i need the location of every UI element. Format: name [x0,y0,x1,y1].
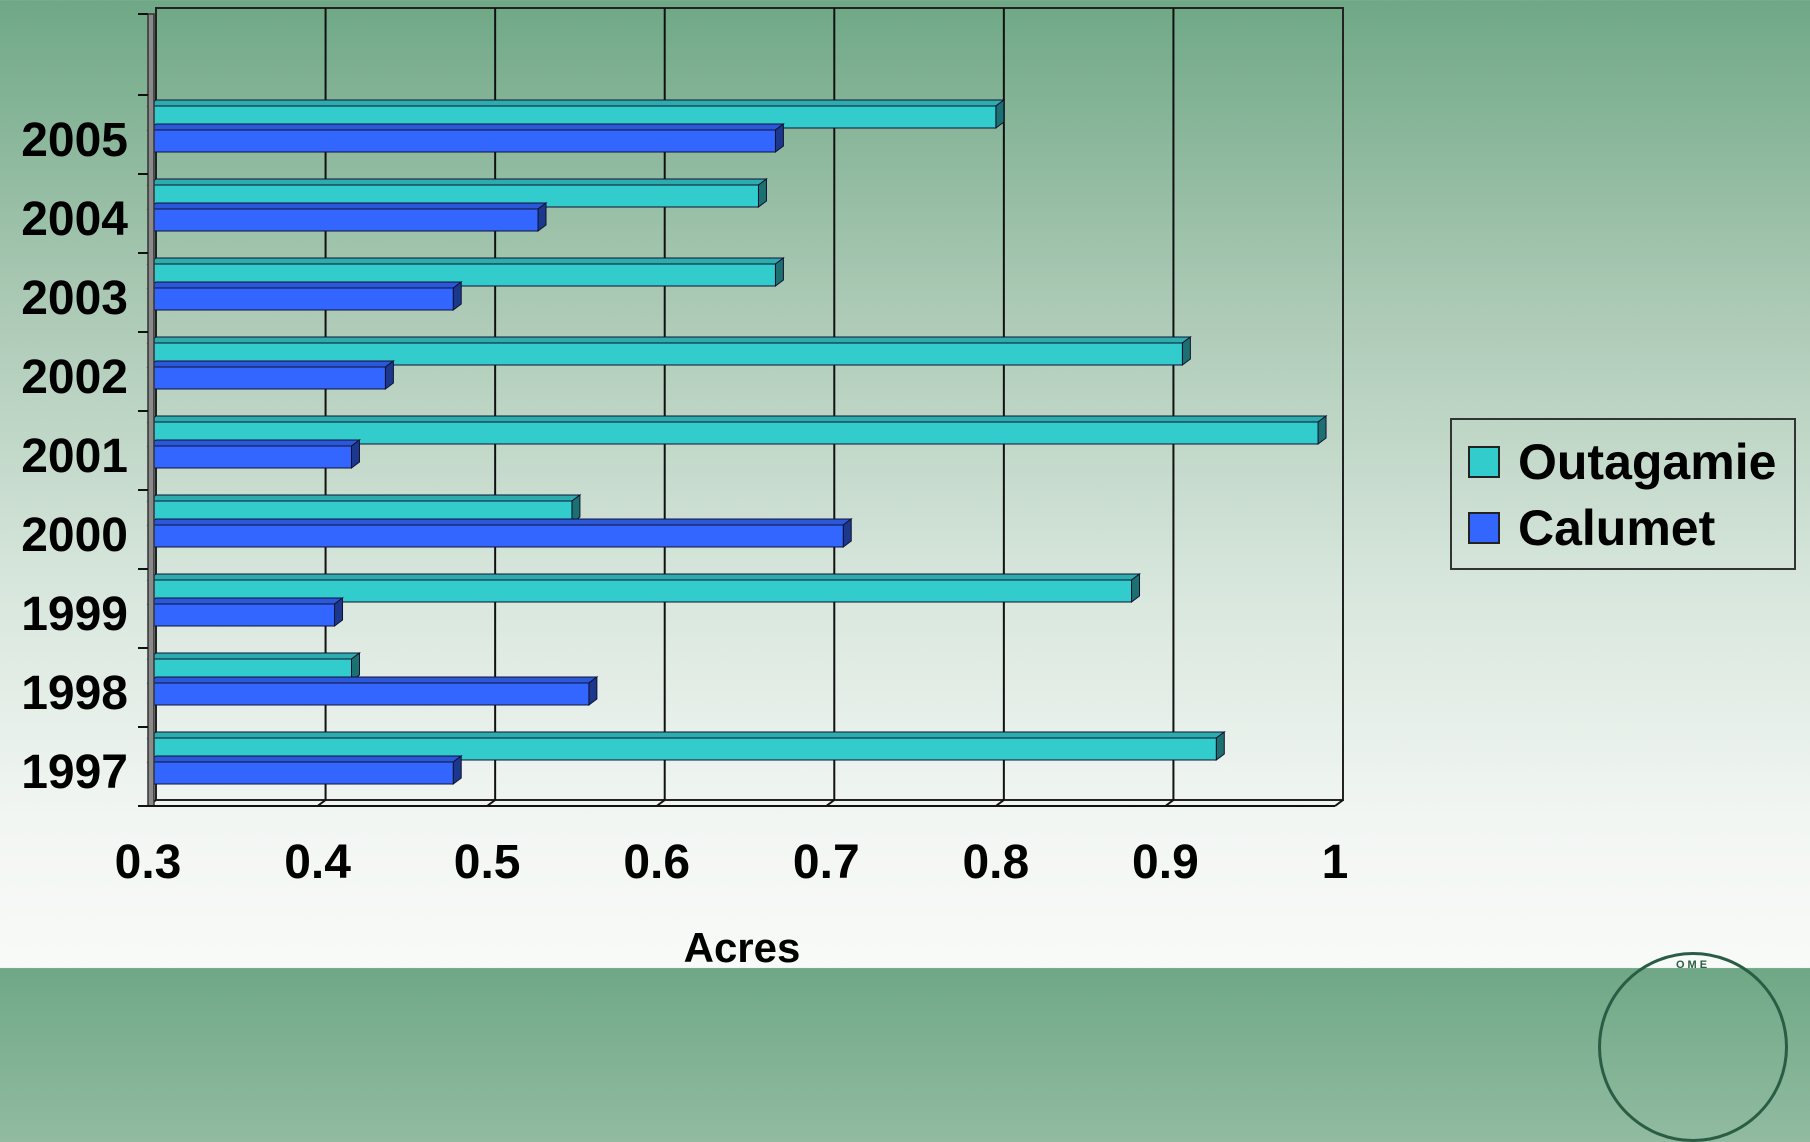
x-tick-label-0.3: 0.3 [115,836,182,889]
x-tick-labels: 0.3 0.4 0.5 0.6 0.7 0.8 0.9 1 [115,836,1349,889]
bar-front-face [147,366,386,390]
bar-top-face [146,281,463,289]
bar-front-face [147,603,336,627]
bar-calumet-1997 [146,755,463,785]
legend-item-calumet: Calumet [1468,500,1716,556]
bar-top-face [146,597,345,605]
bar-chart: 0.3 0.4 0.5 0.6 0.7 0.8 0.9 1 1997 1998 1999 2000 2… [21,7,1349,968]
bar-top-face [146,360,395,368]
y-label-1997: 1997 [21,746,128,799]
bar-front-face [147,287,454,311]
y-label-2003: 2003 [21,272,128,325]
bar-top-face [146,755,463,763]
x-tick-label-0.4: 0.4 [284,836,351,889]
bar-top-face [146,415,1328,423]
bars [146,99,1328,785]
bar-calumet-1998 [146,676,599,706]
bar-top-face [146,652,361,660]
axes [138,13,1335,807]
bar-top-face [146,573,1142,581]
x-tick-label-0.8: 0.8 [962,836,1029,889]
y-label-2002: 2002 [21,351,128,404]
bar-outagamie-2001 [146,415,1328,445]
floor-tick [1334,799,1344,807]
bar-outagamie-1997 [146,731,1226,761]
bar-top-face [146,123,785,131]
bar-top-face [146,439,361,447]
seal-logo: OME [1598,952,1788,1142]
legend-swatch-outagamie [1468,446,1500,478]
bar-top-face [146,676,599,684]
bar-front-face [147,208,539,232]
x-tick-label-0.5: 0.5 [454,836,521,889]
y-label-1998: 1998 [21,667,128,720]
y-label-2000: 2000 [21,509,128,562]
y-label-2004: 2004 [21,193,128,246]
bar-calumet-2002 [146,360,395,390]
bar-front-face [147,445,352,469]
bar-front-face [147,761,454,785]
x-tick-label-0.9: 0.9 [1132,836,1199,889]
bar-outagamie-1998 [146,652,361,682]
bar-calumet-2004 [146,202,548,232]
bar-top-face [146,336,1192,344]
legend-item-outagamie: Outagamie [1468,434,1777,490]
bar-front-face [147,682,590,706]
bar-calumet-2003 [146,281,463,311]
bar-calumet-2000 [146,518,853,548]
bar-outagamie-2005 [146,99,1006,129]
bar-calumet-1999 [146,597,345,627]
x-tick-label-0.6: 0.6 [623,836,690,889]
bar-calumet-2005 [146,123,785,153]
bar-top-face [146,178,768,186]
y-label-2001: 2001 [21,430,128,483]
y-label-2005: 2005 [21,114,128,167]
bar-top-face [146,518,853,526]
y-label-1999: 1999 [21,588,128,641]
bar-top-face [146,257,785,265]
bar-front-face [147,524,844,548]
y-category-labels: 1997 1998 1999 2000 2001 2002 2003 2004 2005 [21,114,128,799]
legend-label-calumet: Calumet [1518,500,1716,556]
legend: Outagamie Calumet [1450,418,1796,570]
legend-label-outagamie: Outagamie [1518,434,1777,490]
bar-top-face [146,731,1226,739]
bar-top-face [146,99,1006,107]
bar-calumet-2001 [146,439,361,469]
bar-top-face [146,202,548,210]
x-tick-label-0.7: 0.7 [793,836,860,889]
legend-swatch-calumet [1468,512,1500,544]
bar-top-face [146,494,582,502]
y-axis-wall [147,13,155,807]
x-tick-label-1: 1 [1322,836,1349,889]
x-axis-title: Acres [684,924,801,968]
plot-frame [155,7,1344,801]
bar-front-face [147,129,776,153]
